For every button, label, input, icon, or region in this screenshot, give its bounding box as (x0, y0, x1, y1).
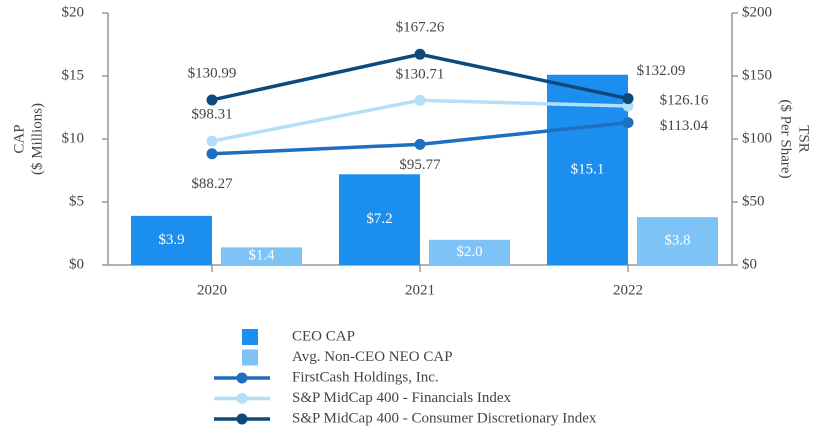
bar-value-label: $15.1 (571, 161, 605, 177)
y-axis-title: ($ Millions) (29, 103, 45, 175)
y-tick-label: $20 (62, 4, 85, 20)
point (414, 138, 426, 150)
line-value-label: $95.77 (399, 157, 441, 173)
legend-swatch (242, 329, 258, 345)
point (414, 48, 426, 60)
y2-tick-label: $100 (742, 130, 772, 146)
y2-tick-label: $0 (742, 256, 757, 272)
y-tick-label: $0 (69, 256, 84, 272)
point (206, 148, 218, 160)
legend-dot (236, 393, 248, 404)
legend-dot (236, 413, 248, 425)
y2-axis-title: ($ Per Share) (778, 99, 794, 178)
line-value-label: $98.31 (191, 107, 232, 123)
line-value-label: $113.04 (660, 118, 709, 134)
line-value-label: $130.99 (188, 65, 237, 81)
point (206, 135, 218, 147)
x-tick-label: 2022 (613, 282, 643, 298)
bar-value-label: $1.4 (248, 248, 275, 264)
bar-value-label: $3.9 (158, 232, 184, 248)
y2-tick-label: $200 (742, 4, 772, 20)
bar-value-label: $7.2 (366, 211, 392, 227)
point (622, 117, 634, 129)
legend-label: CEO CAP (292, 328, 355, 344)
x-tick-label: 2021 (405, 282, 435, 298)
y2-tick-label: $50 (742, 193, 765, 209)
bar-value-label: $3.8 (664, 232, 690, 248)
point (622, 93, 634, 105)
point (206, 94, 218, 106)
line-value-label: $132.09 (637, 63, 686, 79)
bar (429, 239, 510, 265)
x-tick-label: 2020 (197, 282, 227, 298)
line-value-label: $130.71 (396, 67, 445, 83)
bar (339, 174, 420, 265)
y2-tick-label: $150 (742, 67, 772, 83)
y-tick-label: $10 (62, 130, 85, 146)
legend-label: FirstCash Holdings, Inc. (292, 369, 439, 385)
y2-axis-title: TSR (796, 125, 812, 153)
line-value-label: $88.27 (191, 176, 233, 192)
bar (221, 247, 302, 265)
bar (131, 215, 212, 265)
y-tick-label: $15 (62, 67, 85, 83)
line-value-label: $167.26 (396, 20, 445, 36)
bar (637, 217, 718, 265)
legend-label: Avg. Non-CEO NEO CAP (292, 349, 453, 365)
legend-dot (236, 372, 248, 384)
legend-label: S&P MidCap 400 - Financials Index (292, 390, 512, 406)
point (414, 94, 426, 106)
legend-swatch (242, 349, 258, 366)
legend-label: S&P MidCap 400 - Consumer Discretionary … (292, 410, 597, 426)
y-axis-title: CAP (11, 124, 27, 153)
line-value-label: $126.16 (660, 92, 709, 108)
y-tick-label: $5 (69, 193, 84, 209)
bar-value-label: $2.0 (456, 244, 482, 260)
